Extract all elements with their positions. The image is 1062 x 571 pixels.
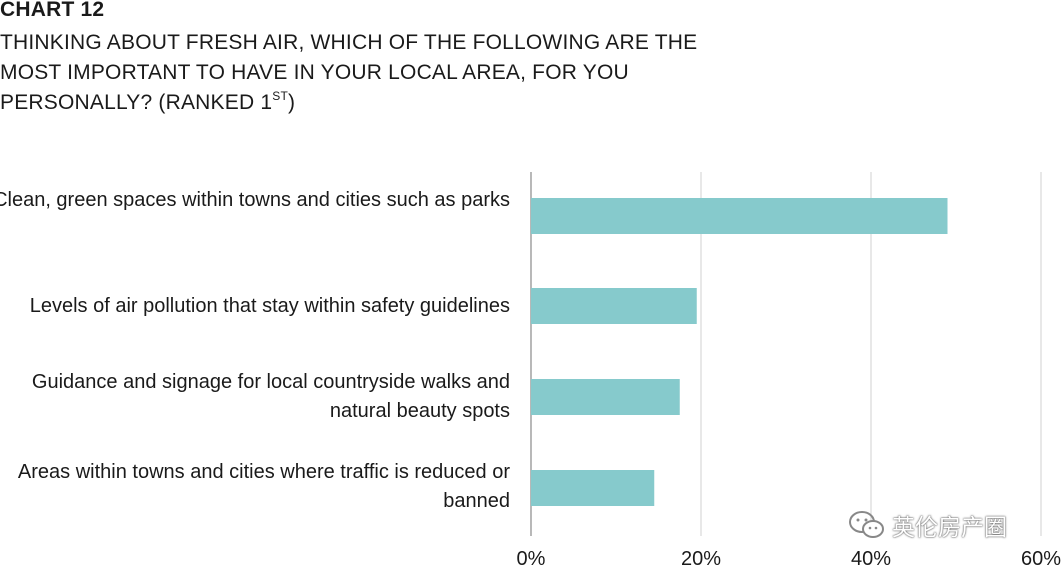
bar [531, 288, 697, 324]
x-tick-label: 20% [680, 548, 722, 570]
category-label: Guidance and signage for local countrysi… [31, 371, 510, 422]
watermark-text: 英伦房产圈 [892, 515, 1007, 541]
chart-label: CHART 12 [0, 0, 105, 21]
category-label: Levels of air pollution that stay within… [29, 295, 510, 317]
chart-title-superscript: ST [272, 89, 288, 103]
watermark: 英伦房产圈 [848, 508, 1007, 542]
bar [531, 379, 680, 415]
chart-title-main: THINKING ABOUT FRESH AIR, WHICH OF THE F… [0, 31, 698, 114]
bar [531, 470, 655, 506]
category-label: Areas within towns and cities where traf… [17, 461, 510, 512]
x-tick-label: 40% [850, 548, 892, 570]
category-label: Clean, green spaces within towns and cit… [0, 189, 510, 211]
x-tick-label: 0% [516, 548, 546, 570]
chart-title: THINKING ABOUT FRESH AIR, WHICH OF THE F… [0, 28, 700, 118]
bar [531, 198, 948, 234]
wechat-icon [848, 510, 886, 540]
x-tick-label: 60% [1020, 548, 1062, 570]
chart-title-end: ) [287, 91, 296, 114]
